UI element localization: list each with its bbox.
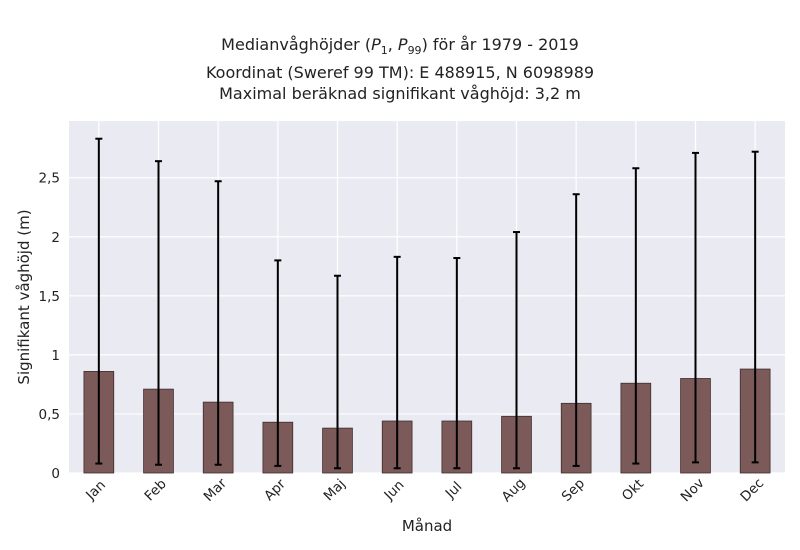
x-tick-label: Aug — [499, 475, 529, 505]
y-tick-label: 1,5 — [39, 289, 60, 305]
x-tick-labels: Jan Feb Mar Apr Maj Jun Jul Aug Sep Okt Nov Dec — [82, 475, 767, 505]
chart-title-line-1: Medianvåghöjder (P1, P99) för år 1979 - … — [221, 35, 579, 58]
x-tick-label: Okt — [619, 476, 647, 504]
x-tick-label: Feb — [142, 476, 170, 504]
plot-area — [69, 121, 785, 473]
y-tick-label: 2,5 — [39, 171, 60, 187]
y-axis-label: Signifikant våghöjd (m) — [15, 209, 33, 384]
x-tick-label: Apr — [261, 476, 289, 504]
y-tick-label: 1 — [51, 348, 60, 364]
x-tick-label: Nov — [678, 475, 708, 505]
y-tick-label: 0,5 — [39, 407, 60, 423]
chart-title-line-3: Maximal beräknad signifikant våghöjd: 3,… — [219, 84, 581, 104]
x-tick-label: Jan — [82, 477, 109, 504]
y-tick-labels: 0 0,5 1 1,5 2 2,5 — [39, 171, 60, 482]
error-bars — [95, 137, 759, 470]
x-axis-label: Månad — [402, 517, 452, 535]
x-tick-label: Jul — [442, 479, 466, 503]
x-tick-label: Mar — [201, 475, 231, 505]
y-tick-label: 2 — [51, 230, 60, 246]
x-tick-label: Dec — [737, 475, 767, 505]
x-tick-label: Sep — [559, 476, 588, 505]
x-tick-label: Maj — [321, 476, 349, 504]
y-tick-label: 0 — [51, 466, 60, 482]
chart-title-line-2: Koordinat (Sweref 99 TM): E 488915, N 60… — [205, 62, 595, 82]
x-tick-label: Jun — [381, 477, 408, 504]
chart-title: Medianvåghöjder (P1, P99) för år 1979 - … — [0, 34, 800, 105]
